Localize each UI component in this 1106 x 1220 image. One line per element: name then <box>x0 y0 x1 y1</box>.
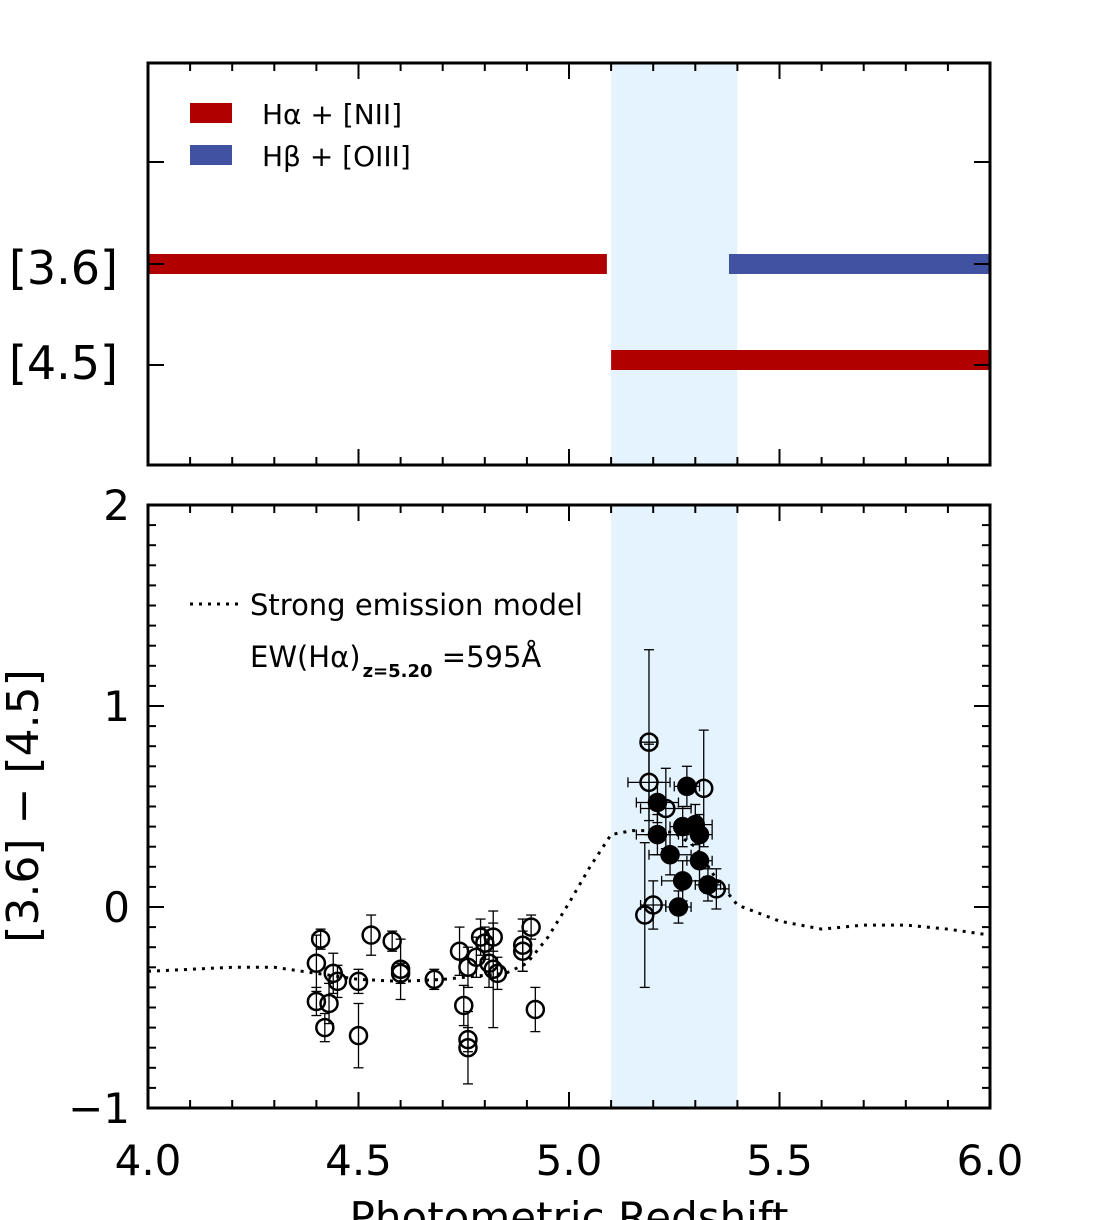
open-point <box>424 968 445 991</box>
open-marker <box>424 969 445 990</box>
line-segment <box>728 254 990 274</box>
band-label-4.5: [4.5] <box>9 336 118 390</box>
filled-point <box>686 813 713 856</box>
open-point <box>315 1012 335 1043</box>
x-tick-label: 5.5 <box>746 1136 813 1185</box>
ew-main: EW(Hα) <box>250 640 361 674</box>
open-point <box>458 1010 478 1085</box>
x-tick-label: 6.0 <box>957 1136 1024 1185</box>
y-tick-label: 1 <box>103 682 130 731</box>
model-legend-label: Strong emission model <box>250 588 583 622</box>
ew-annotation: EW(Hα) z=5.20 =595Å <box>250 640 541 682</box>
ew-subscript: z=5.20 <box>363 661 433 682</box>
open-point <box>525 986 546 1033</box>
filled-marker <box>668 897 689 917</box>
line-segment <box>148 254 607 274</box>
band-label-3.6: [3.6] <box>9 241 118 295</box>
y-axis-label: [3.6] − [4.5] <box>0 669 49 942</box>
open-point <box>521 914 541 940</box>
open-marker <box>348 971 369 992</box>
model-curve <box>147 829 991 983</box>
open-point <box>348 1002 369 1069</box>
filled-point <box>648 833 692 876</box>
open-marker <box>361 925 381 945</box>
legend-label: Hβ + [OIII] <box>262 140 411 173</box>
open-point <box>639 880 667 930</box>
open-marker <box>458 1037 478 1058</box>
y-tick-label: 2 <box>103 481 130 530</box>
open-marker <box>306 991 327 1012</box>
open-marker <box>525 999 546 1020</box>
top-panel: [3.6] [4.5] Hα + [NII] Hβ + [OIII] <box>9 61 992 467</box>
filled-point <box>665 890 692 924</box>
ew-value: =595Å <box>433 640 542 674</box>
open-point <box>306 986 327 1017</box>
open-marker <box>319 993 339 1014</box>
open-marker <box>348 1025 369 1046</box>
x-axis-label: Photometric Redshift <box>350 1193 789 1220</box>
legend-label: Hα + [NII] <box>262 98 402 131</box>
line-segment <box>611 350 990 370</box>
open-marker <box>521 917 541 937</box>
y-tick-label: −1 <box>68 1084 130 1133</box>
open-marker <box>483 959 503 980</box>
open-point <box>382 930 402 952</box>
filled-marker <box>689 851 710 871</box>
open-marker <box>310 929 331 949</box>
open-marker <box>327 971 348 992</box>
open-point <box>361 914 381 956</box>
filled-marker <box>647 824 668 845</box>
open-marker <box>390 963 411 984</box>
open-point <box>483 910 503 1029</box>
open-marker <box>512 941 533 961</box>
open-marker <box>454 995 474 1016</box>
filled-marker <box>647 792 668 813</box>
top-shaded-region <box>611 63 738 465</box>
open-point <box>627 743 671 822</box>
filled-marker <box>677 776 697 797</box>
filled-point <box>694 868 722 902</box>
open-point <box>348 968 369 995</box>
open-point <box>327 964 348 999</box>
x-tick-label: 4.0 <box>115 1136 182 1185</box>
open-point <box>390 962 411 985</box>
y-tick-label: 0 <box>103 883 130 932</box>
filled-point <box>660 860 705 902</box>
open-point <box>310 928 331 950</box>
open-marker <box>643 895 663 915</box>
open-marker <box>306 953 327 974</box>
legend-swatch <box>190 145 232 165</box>
open-point <box>454 984 474 1027</box>
filled-marker <box>672 871 693 891</box>
x-tick-label: 4.5 <box>325 1136 392 1185</box>
legend-swatch <box>190 103 232 123</box>
filled-marker <box>698 875 718 895</box>
open-point <box>487 956 508 991</box>
open-marker <box>315 1017 335 1038</box>
open-marker <box>487 963 508 984</box>
open-point <box>306 934 327 993</box>
x-tick-label: 5.0 <box>536 1136 603 1185</box>
bottom-panel: 4.0 4.5 5.0 5.5 6.0 −1 0 1 2 Photometric Redshift… <box>0 481 1023 1220</box>
filled-point <box>673 765 701 808</box>
filled-marker <box>660 844 680 865</box>
